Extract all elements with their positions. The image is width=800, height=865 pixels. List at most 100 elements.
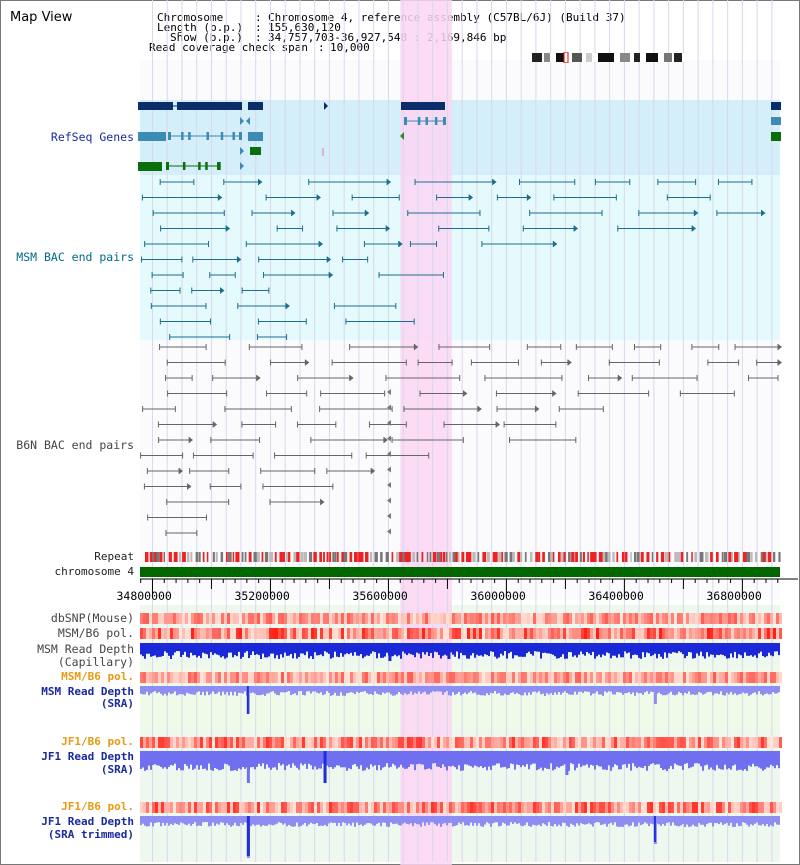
- msm-depth-sra: [716, 686, 718, 694]
- msm-depth-cap: [420, 643, 422, 659]
- repeat-mark: [329, 552, 332, 562]
- repeat-mark: [300, 552, 304, 562]
- msm-pol2-heat: [773, 672, 776, 683]
- jf1-depth-sra: [284, 751, 286, 771]
- jf1-depth-sra: [472, 751, 474, 768]
- dbsnp-heat: [344, 613, 347, 624]
- dbsnp-heat: [617, 613, 620, 624]
- msm-depth-cap: [750, 643, 752, 656]
- msm-pol-heat: [353, 628, 356, 639]
- repeat-mark: [442, 552, 446, 562]
- repeat-mark: [178, 552, 181, 562]
- msm-depth-cap: [680, 643, 682, 653]
- jf1-depth-sra: [398, 751, 400, 768]
- refseq-genes-label[interactable]: RefSeq Genes: [50, 130, 134, 144]
- jf1-depth-sra: [544, 751, 546, 768]
- msm-pol-heat: [437, 628, 440, 639]
- dbsnp-heat: [743, 613, 746, 624]
- msm-pol2-heat: [713, 672, 716, 683]
- jf1-depth-trim: [164, 816, 166, 826]
- msm-depth-sra: [364, 686, 366, 692]
- repeat-mark: [215, 552, 218, 562]
- jf1-depth-sra: [186, 751, 188, 766]
- repeat-mark: [728, 552, 733, 562]
- jf1-depth-sra: [710, 751, 712, 768]
- jf1-depth-trim: [598, 816, 600, 823]
- b6n-bac-label[interactable]: B6N BAC end pairs: [16, 438, 134, 452]
- msm-pol-heat: [224, 628, 227, 639]
- jf1-depth-sra: [548, 751, 550, 770]
- msm-depth-cap: [668, 643, 670, 654]
- msm-depth-sra: [306, 686, 308, 692]
- repeat-mark: [293, 552, 297, 562]
- dbsnp-heat: [272, 613, 275, 624]
- jf1-pol-heat: [272, 737, 275, 748]
- jf1-pol2-heat: [323, 802, 326, 813]
- msm-pol-heat: [155, 628, 158, 639]
- msm-pol2-heat: [173, 672, 176, 683]
- jf1-depth-trim: [526, 816, 528, 823]
- dbsnp-heat: [215, 613, 218, 624]
- msm-pol2-heat: [485, 672, 488, 683]
- jf1-depth-sra: [142, 751, 144, 768]
- jf1-depth-sra: [510, 751, 512, 764]
- msm-depth-sra: [354, 686, 356, 695]
- msm-depth-cap: [752, 643, 754, 657]
- jf1-depth-sra: [376, 751, 378, 771]
- jf1-pol2-heat: [701, 802, 704, 813]
- dbsnp-heat: [599, 613, 602, 624]
- jf1-depth-trim: [296, 816, 298, 823]
- jf1-depth-sra: [406, 751, 408, 769]
- msm-depth-cap: [412, 643, 414, 655]
- msm-pol-heat: [209, 628, 212, 639]
- jf1-pol2-heat: [515, 802, 518, 813]
- jf1-depth-sra: [302, 751, 304, 766]
- dbsnp-heat: [494, 613, 497, 624]
- jf1-pol2-heat: [749, 802, 752, 813]
- msm-depth-sra: [432, 686, 434, 692]
- jf1-depth-trim: [426, 816, 428, 823]
- msm-bac-pair-arrow: [761, 210, 766, 216]
- msm-depth-sra: [162, 686, 164, 696]
- repeat-mark: [710, 552, 713, 562]
- jf1-depth-trim: [144, 816, 146, 826]
- jf1-depth-sra: [358, 751, 360, 769]
- msm-pol2-heat: [221, 672, 224, 683]
- jf1-pol2-heat: [590, 802, 593, 813]
- msm-depth-sra: [200, 686, 202, 696]
- msm-depth-sra: [728, 686, 730, 695]
- jf1-depth-trim: [572, 816, 574, 825]
- msm-pol-heat: [263, 628, 266, 639]
- dbsnp-heat: [554, 613, 557, 624]
- dbsnp-heat: [635, 613, 638, 624]
- msm-depth-cap: [154, 643, 156, 656]
- jf1-depth-trim: [692, 816, 694, 825]
- msm-depth-cap: [140, 643, 142, 655]
- jf1-depth-trim: [406, 816, 408, 824]
- jf1-depth-sra: [354, 751, 356, 764]
- jf1-depth-sra: [502, 751, 504, 768]
- msm-depth-cap: [746, 643, 748, 656]
- jf1-depth-trim: [694, 816, 696, 827]
- repeat-mark: [624, 552, 628, 562]
- msm-pol2-heat: [236, 672, 239, 683]
- chromosome-ideogram[interactable]: [528, 52, 685, 63]
- repeat-mark: [380, 552, 383, 562]
- jf1-spike3: [653, 816, 656, 842]
- msm-depth-sra: [284, 686, 286, 693]
- jf1-pol2-heat: [491, 802, 494, 813]
- msm-pol-heat: [488, 628, 491, 639]
- jf1-pol-heat: [695, 737, 698, 748]
- jf1-depth-sra: [450, 751, 452, 767]
- gene-exon: [239, 132, 242, 140]
- repeat-mark: [509, 552, 513, 562]
- dbsnp-heat: [716, 613, 719, 624]
- msm-depth-cap: [436, 643, 438, 653]
- jf1-depth-sra: [200, 751, 202, 766]
- dbsnp-heat: [467, 613, 470, 624]
- msm-depth-sra: [216, 686, 218, 694]
- msm-depth-cap: [540, 643, 542, 659]
- msm-pol2-heat: [257, 672, 260, 683]
- msm-bac-label[interactable]: MSM BAC end pairs: [16, 250, 134, 264]
